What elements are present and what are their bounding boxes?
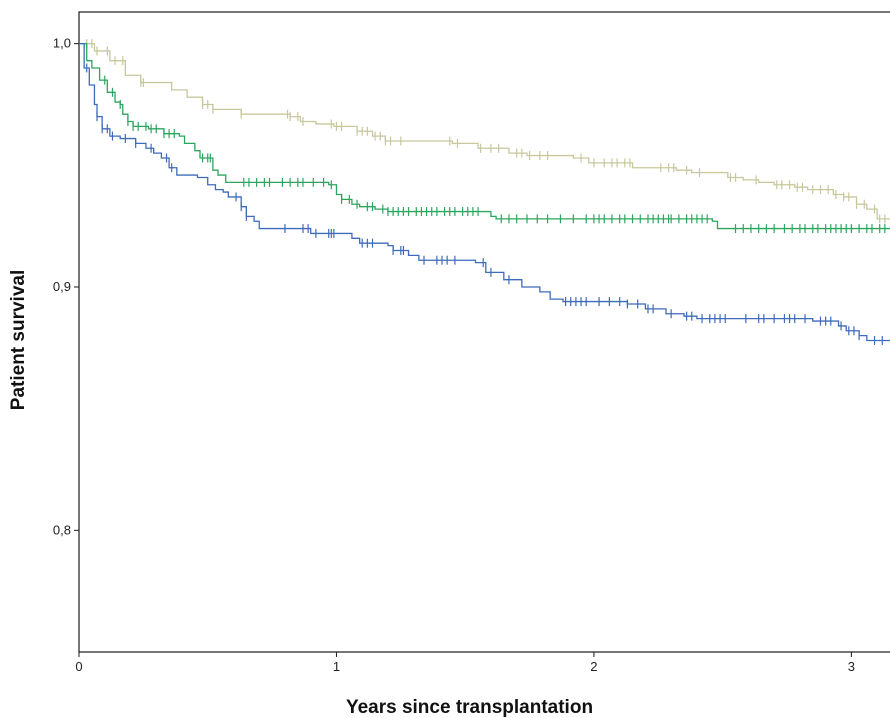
- survival-step-line: [79, 42, 890, 342]
- series-1: [79, 39, 890, 224]
- y-tick-label: 0,8: [53, 522, 71, 537]
- series-3: [79, 42, 890, 346]
- x-tick-label: 3: [848, 659, 855, 674]
- y-tick-label: 0,9: [53, 279, 71, 294]
- x-axis-title: Years since transplantation: [346, 697, 593, 718]
- series-2: [79, 42, 890, 234]
- survival-step-line: [79, 42, 890, 230]
- y-axis-title: Patient survival: [8, 270, 29, 410]
- axis-layer: 0 1 2 3 0,8 0,9 1,0: [53, 36, 855, 674]
- y-tick-label: 1,0: [53, 36, 71, 51]
- plot-frame: [78, 11, 890, 653]
- x-tick-label: 0: [75, 659, 82, 674]
- x-tick-label: 2: [590, 659, 597, 674]
- series-layer: [79, 39, 890, 346]
- survival-step-line: [79, 42, 890, 220]
- plot-area: [78, 11, 890, 653]
- x-tick-label: 1: [333, 659, 340, 674]
